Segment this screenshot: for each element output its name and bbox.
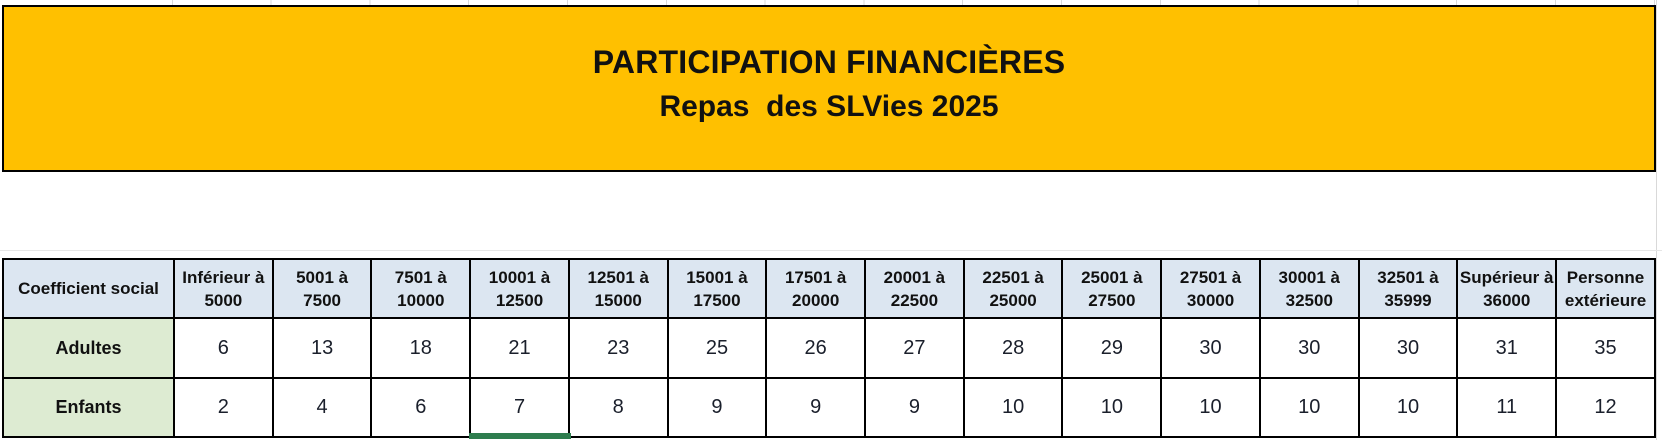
price-cell-enfants-5[interactable]: 9 [666,377,768,438]
column-header-30001-32500[interactable]: 30001 à 32500 [1258,258,1360,319]
column-header-15001-17500[interactable]: 15001 à 17500 [666,258,768,319]
header-line2: 5000 [204,290,243,310]
price-cell-adultes-3[interactable]: 21 [469,317,570,379]
column-header-12501-15000[interactable]: 12501 à 15000 [567,258,669,319]
header-line1: 25001 à [1081,267,1143,287]
header-line2: 15000 [594,290,642,310]
price-cell-enfants-0[interactable]: 2 [173,377,274,438]
header-line1: 20001 à [883,267,946,287]
header-line2: 17500 [693,290,741,310]
column-header-17501-20000[interactable]: 17501 à 20000 [765,258,867,319]
price-cell-enfants-2[interactable]: 6 [370,377,472,438]
active-cell-selection-border [469,433,571,439]
price-cell-adultes-10[interactable]: 30 [1160,317,1261,379]
price-cell-enfants-6[interactable]: 9 [765,377,867,438]
corner-header-cell[interactable]: Coefficient social [2,258,175,319]
price-cell-enfants-7[interactable]: 9 [864,377,965,438]
price-cell-adultes-13[interactable]: 31 [1456,317,1558,379]
header-line1: Supérieur à [1459,267,1554,287]
header-line1: 30001 à [1278,267,1340,287]
header-line2: 36000 [1483,290,1531,310]
header-line2: 32500 [1285,290,1333,310]
column-header-22501-25000[interactable]: 22501 à 25000 [962,258,1064,319]
column-header-5001-7500[interactable]: 5001 à 7500 [271,258,373,319]
header-line1: 22501 à [982,267,1044,287]
column-header-27501-30000[interactable]: 27501 à 30000 [1160,258,1261,319]
header-line2: 25000 [989,290,1037,310]
row-label-enfants[interactable]: Enfants [2,377,175,438]
price-cell-enfants-11[interactable]: 10 [1258,377,1360,438]
row-label-adultes[interactable]: Adultes [2,317,175,379]
header-line2: 12500 [495,290,544,310]
price-cell-adultes-0[interactable]: 6 [173,317,274,379]
header-line2: 27500 [1088,290,1136,310]
price-cell-enfants-1[interactable]: 4 [271,377,373,438]
header-line1: 7501 à [394,267,447,287]
price-cell-enfants-10[interactable]: 10 [1160,377,1261,438]
header-line1: 32501 à [1377,267,1439,287]
price-cell-enfants-14[interactable]: 12 [1555,377,1656,438]
header-line2: extérieure [1564,290,1647,310]
table-row-adultes: Adultes 6 13 18 21 23 25 26 27 28 29 30 … [2,317,1656,379]
column-header-inferieur-5000[interactable]: Inférieur à 5000 [173,258,274,319]
worksheet-gridlines-top [74,0,1658,5]
table-row-enfants: Enfants 2 4 6 7 8 9 9 9 10 10 10 10 10 1… [2,377,1656,438]
price-cell-adultes-8[interactable]: 28 [962,317,1064,379]
header-line1: 5001 à [296,267,349,287]
price-cell-enfants-4[interactable]: 8 [567,377,669,438]
price-cell-adultes-9[interactable]: 29 [1061,317,1163,379]
header-line2: 30000 [1186,290,1235,310]
price-cell-adultes-5[interactable]: 25 [666,317,768,379]
price-cell-adultes-2[interactable]: 18 [370,317,472,379]
price-cell-enfants-9[interactable]: 10 [1061,377,1163,438]
header-line1: Inférieur à [182,267,265,287]
header-line2: 20000 [792,290,840,310]
worksheet-gridline-row [0,250,1662,251]
column-header-10001-12500[interactable]: 10001 à 12500 [469,258,570,319]
header-line2: 7500 [303,290,341,310]
price-cell-adultes-1[interactable]: 13 [271,317,373,379]
header-line1: 15001 à [686,267,748,287]
header-line1: 10001 à [488,267,551,287]
header-line1: Personne [1566,267,1645,287]
title-banner-cell[interactable]: PARTICIPATION FINANCIÈRES Repas des SLVi… [2,5,1656,172]
header-line2: 22500 [890,290,939,310]
price-cell-adultes-11[interactable]: 30 [1258,317,1360,379]
column-header-personne-exterieure[interactable]: Personne extérieure [1555,258,1656,319]
price-cell-enfants-8[interactable]: 10 [962,377,1064,438]
column-header-32501-35999[interactable]: 32501 à 35999 [1357,258,1459,319]
price-cell-enfants-12[interactable]: 10 [1357,377,1459,438]
price-cell-enfants-13[interactable]: 11 [1456,377,1558,438]
price-cell-adultes-12[interactable]: 30 [1357,317,1459,379]
header-line1: 12501 à [587,267,649,287]
header-line1: 17501 à [784,267,847,287]
column-header-20001-22500[interactable]: 20001 à 22500 [864,258,965,319]
column-header-7501-10000[interactable]: 7501 à 10000 [370,258,472,319]
header-line1: 27501 à [1179,267,1242,287]
price-cell-adultes-7[interactable]: 27 [864,317,965,379]
page-subtitle: Repas des SLVies 2025 [659,89,999,123]
price-cell-enfants-3[interactable]: 7 [469,377,570,438]
column-header-superieur-36000[interactable]: Supérieur à 36000 [1456,258,1558,319]
worksheet-gridline-right [1656,0,1657,440]
header-line2: 35999 [1384,290,1432,310]
price-cell-adultes-6[interactable]: 26 [765,317,867,379]
participation-table: Coefficient social Inférieur à 5000 5001… [2,258,1656,438]
column-header-25001-27500[interactable]: 25001 à 27500 [1061,258,1163,319]
price-cell-adultes-4[interactable]: 23 [567,317,669,379]
header-line2: 10000 [397,290,445,310]
table-header-row: Coefficient social Inférieur à 5000 5001… [2,258,1656,319]
page-title: PARTICIPATION FINANCIÈRES [592,43,1066,80]
price-cell-adultes-14[interactable]: 35 [1555,317,1656,379]
